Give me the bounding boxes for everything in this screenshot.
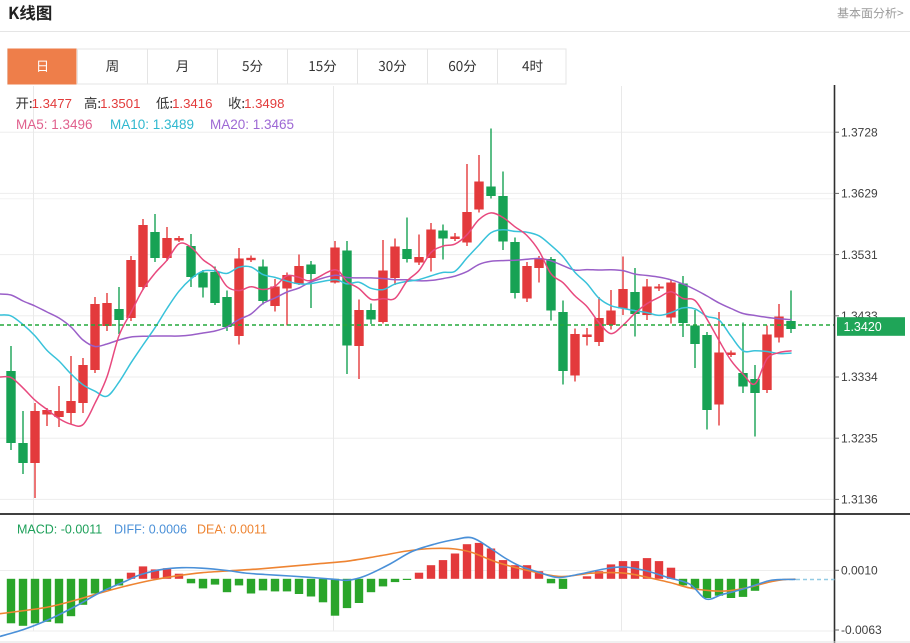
svg-text:DEA: 0.0011: DEA: 0.0011 (197, 523, 267, 537)
svg-text:1.3477: 1.3477 (32, 96, 72, 111)
svg-text:0.0010: 0.0010 (841, 564, 878, 578)
svg-text:MA5: 1.3496: MA5: 1.3496 (16, 117, 93, 132)
svg-text:1.3501: 1.3501 (100, 96, 140, 111)
svg-text:1.3416: 1.3416 (172, 96, 212, 111)
svg-text:-0.0063: -0.0063 (841, 623, 882, 637)
svg-text:1.3498: 1.3498 (244, 96, 284, 111)
svg-text:MACD: -0.0011: MACD: -0.0011 (17, 523, 102, 537)
svg-text:1.3136: 1.3136 (841, 493, 878, 507)
svg-text:1.3420: 1.3420 (844, 320, 882, 334)
svg-text:DIFF: 0.0006: DIFF: 0.0006 (114, 523, 187, 537)
svg-text:1.3728: 1.3728 (841, 125, 878, 139)
svg-text:1.3235: 1.3235 (841, 431, 878, 445)
svg-text:1.3629: 1.3629 (841, 187, 878, 201)
svg-text:MA20: 1.3465: MA20: 1.3465 (210, 117, 294, 132)
svg-text:1.3334: 1.3334 (841, 370, 878, 384)
svg-text:1.3531: 1.3531 (841, 248, 878, 262)
svg-text:MA10: 1.3489: MA10: 1.3489 (110, 117, 194, 132)
